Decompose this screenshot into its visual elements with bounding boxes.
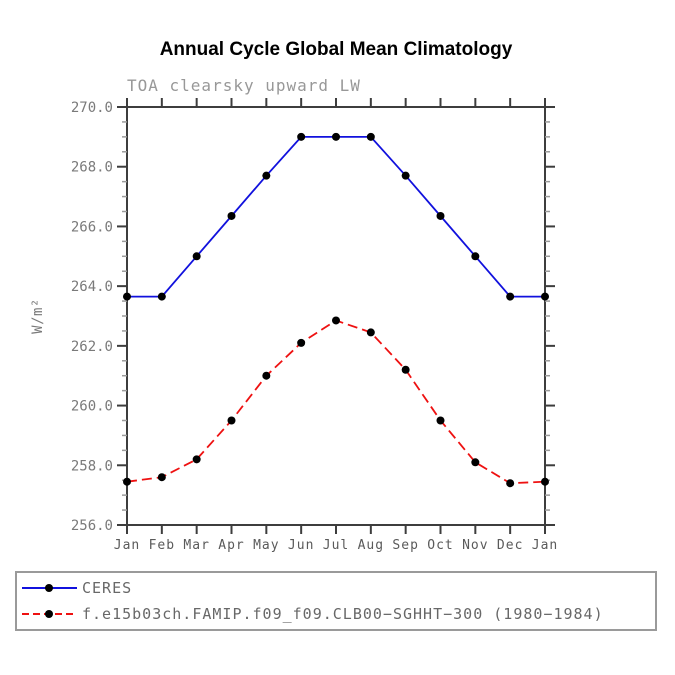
legend-box: CERES f.e15b03ch.FAMIP.f09_f09.CLB00−SGH… [15,571,657,631]
svg-text:Jan: Jan [114,538,140,553]
chart-subtitle: TOA clearsky upward LW [127,76,361,95]
svg-text:256.0: 256.0 [71,518,113,534]
svg-text:Feb: Feb [149,538,175,553]
svg-text:266.0: 266.0 [71,219,113,235]
svg-text:Sep: Sep [392,538,418,553]
svg-text:Dec: Dec [497,538,523,553]
svg-text:260.0: 260.0 [71,399,113,415]
svg-text:264.0: 264.0 [71,279,113,295]
svg-text:Jul: Jul [323,538,349,553]
svg-text:Jun: Jun [288,538,314,553]
svg-text:Nov: Nov [462,538,488,553]
y-axis-label: W/m² [30,298,46,334]
legend-label-ceres: CERES [82,579,133,597]
legend-item-model: f.e15b03ch.FAMIP.f09_f09.CLB00−SGHHT−300… [21,601,655,627]
svg-text:Mar: Mar [183,538,209,553]
svg-text:Oct: Oct [427,538,453,553]
legend-line-sample-solid [22,584,77,592]
svg-text:258.0: 258.0 [71,458,113,474]
legend-label-model: f.e15b03ch.FAMIP.f09_f09.CLB00−SGHHT−300… [82,605,604,623]
svg-text:Aug: Aug [358,538,384,553]
svg-text:268.0: 268.0 [71,160,113,176]
svg-text:Apr: Apr [218,538,244,553]
legend-item-ceres: CERES [21,575,655,601]
chart-title: Annual Cycle Global Mean Climatology [159,39,513,60]
svg-text:270.0: 270.0 [71,100,113,116]
svg-text:Jan: Jan [532,538,558,553]
plot-area: Jan Feb Mar Apr May Jun Jul Aug Sep Oct Nov Dec Jan2… [71,98,558,553]
svg-text:262.0: 262.0 [71,339,113,355]
legend-line-sample-dashed [22,610,77,618]
svg-text:May: May [253,538,279,553]
